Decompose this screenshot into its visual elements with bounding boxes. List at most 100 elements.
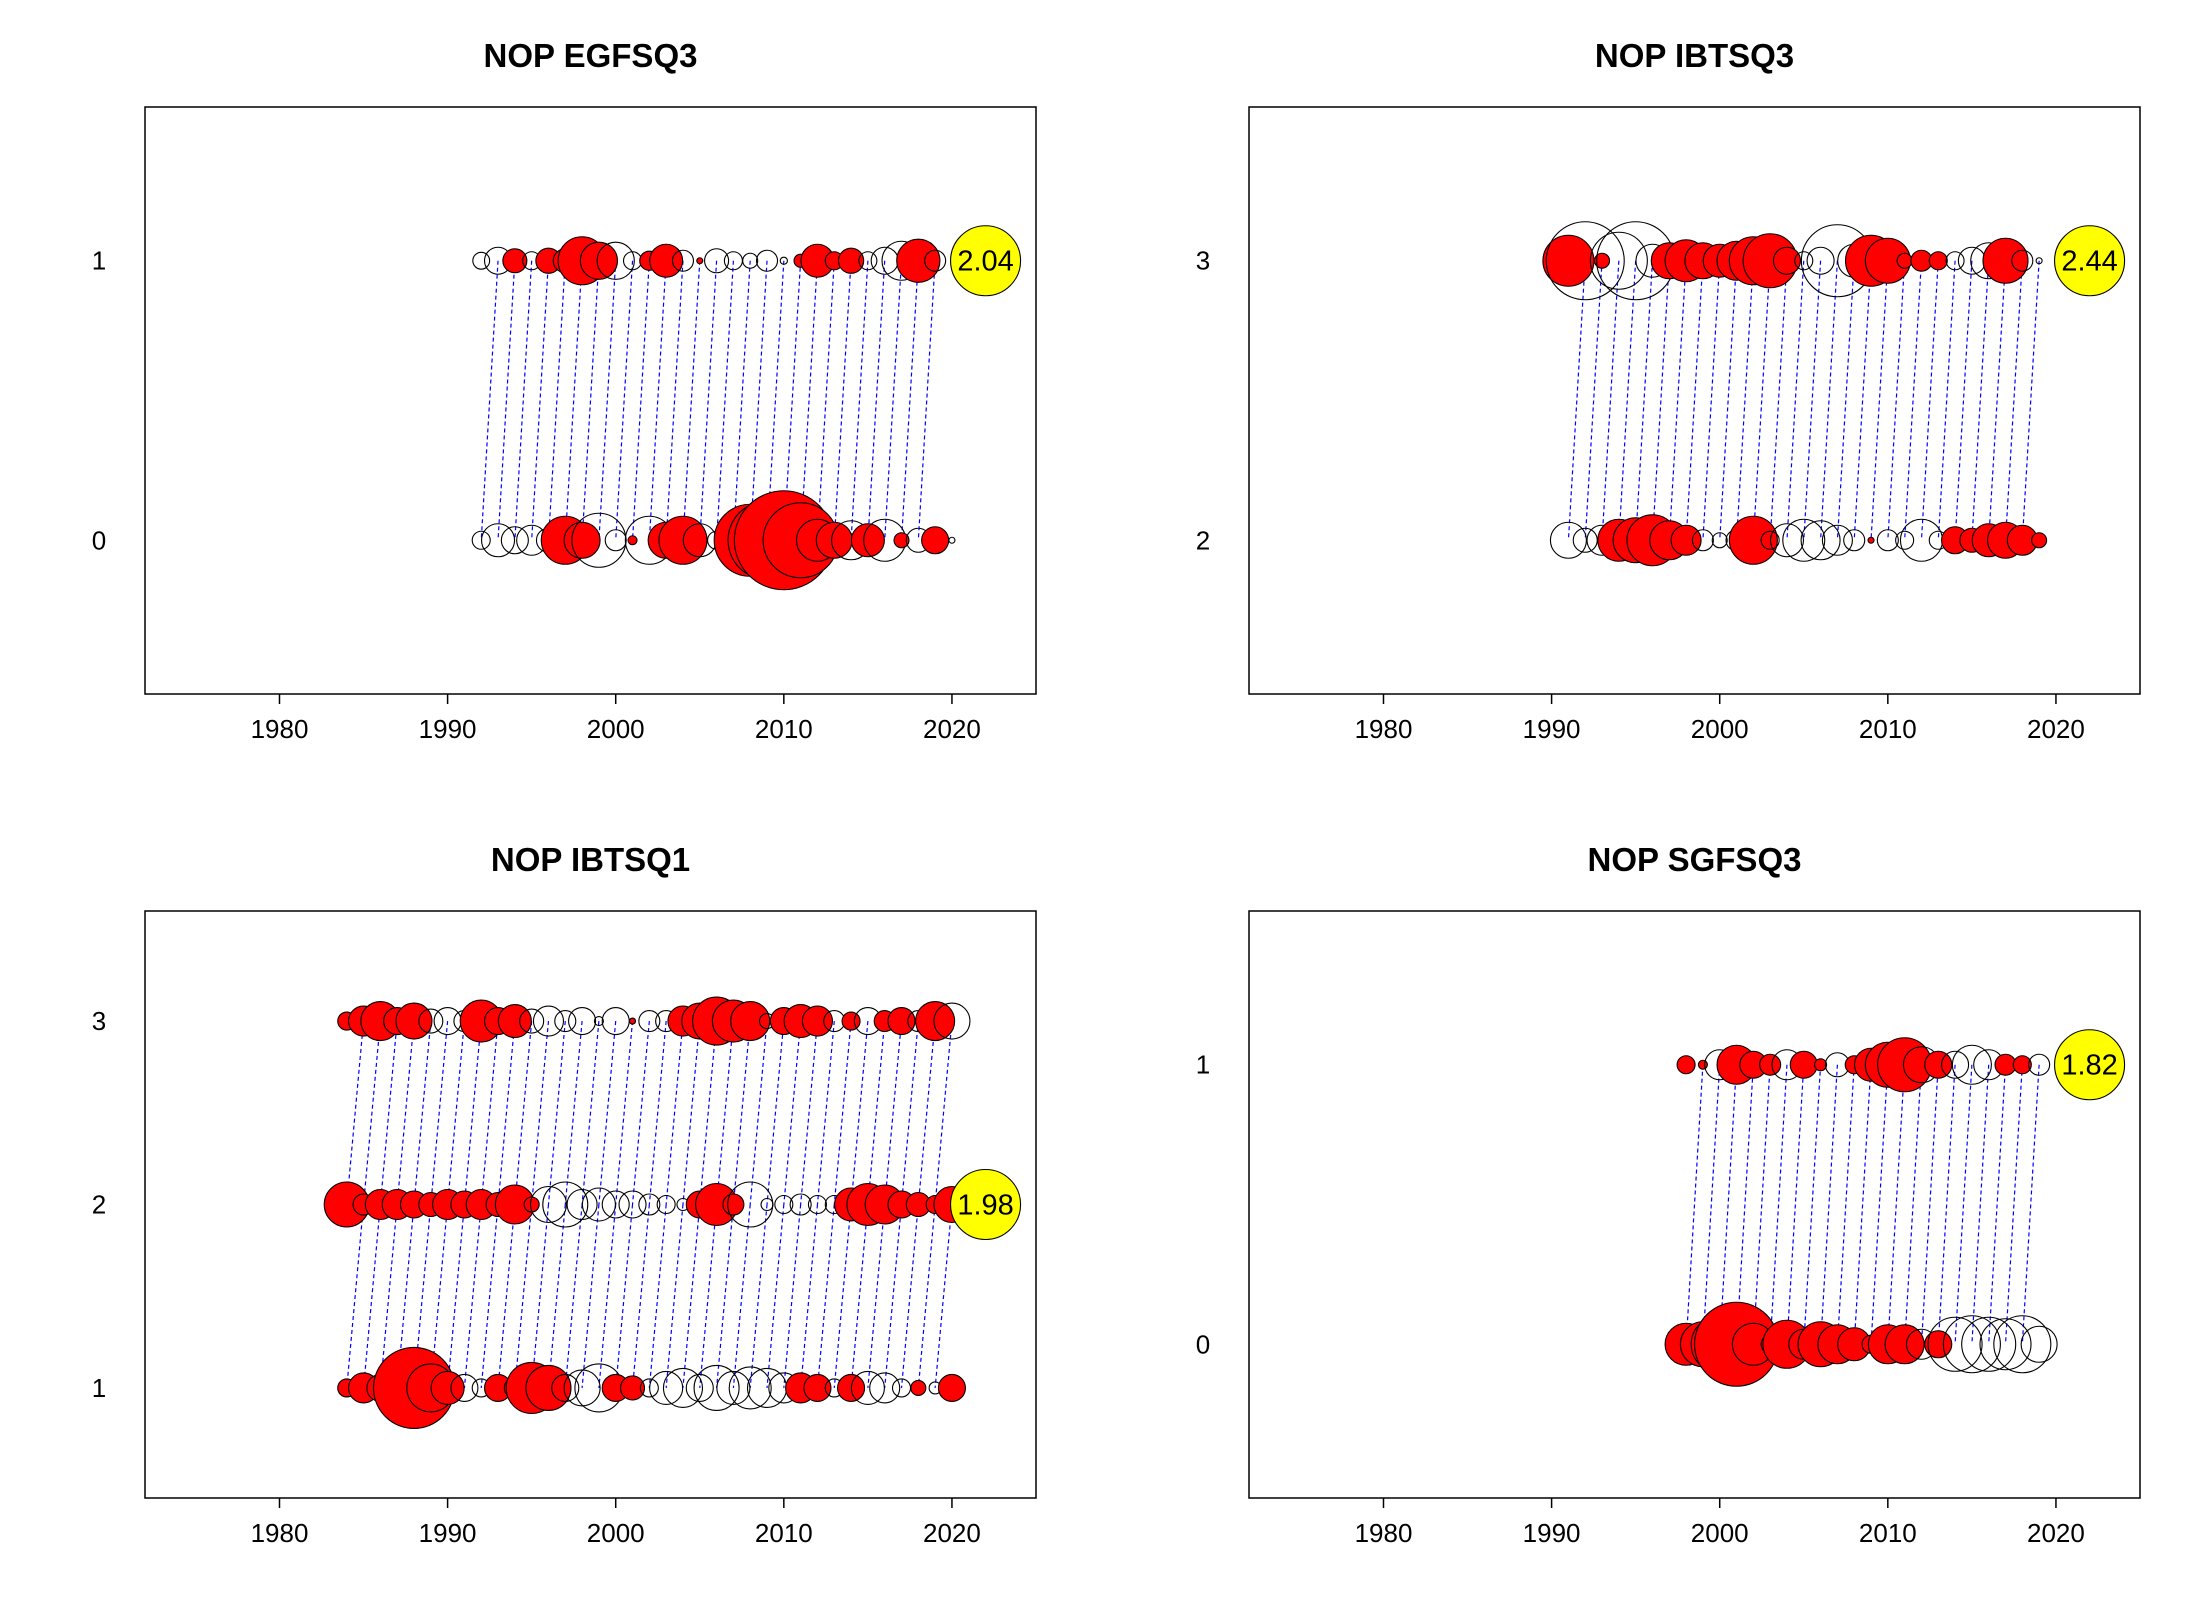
cohort-link [884,1021,903,1205]
cohort-link [699,260,718,541]
positive-residual-bubble [1924,1330,1953,1359]
positive-residual-bubble [1982,237,2029,284]
negative-residual-bubble [1760,530,1780,550]
positive-residual-bubble [1884,1324,1925,1365]
positive-residual-bubble [910,1379,927,1396]
cohort-link [480,1204,499,1388]
cohort-link [564,260,583,541]
negative-residual-bubble [593,1016,604,1027]
negative-residual-bubble [1895,530,1915,550]
positive-residual-bubble [525,1364,572,1411]
cohort-link [1635,260,1654,541]
negative-residual-bubble [1691,529,1714,552]
cohort-link [648,1204,667,1388]
x-tick-label: 2010 [755,1518,813,1548]
cohort-link [2021,1064,2040,1345]
cohort-link [665,1021,684,1205]
positive-residual-bubble [1789,1050,1818,1079]
x-tick-label: 2000 [1691,1518,1749,1548]
cohort-link [1887,1064,1906,1345]
cohort-link [396,1204,415,1388]
negative-residual-bubble [1843,529,1866,552]
negative-residual-bubble [755,249,779,272]
cohort-link [833,260,852,541]
cohort-link [581,1204,600,1388]
cohort-link [396,1021,415,1205]
negative-residual-bubble [858,251,878,271]
negative-residual-bubble [1876,529,1899,552]
positive-residual-bubble [1877,1037,1933,1093]
highlight-bubble [950,1168,1022,1241]
positive-residual-bubble [1924,1050,1953,1079]
cohort-link [379,1204,398,1388]
cohort-link [463,1021,482,1205]
cohort-link [581,1021,600,1205]
positive-residual-bubble [1928,251,1948,271]
x-tick-label: 2020 [923,1518,981,1548]
series-row-1 [472,236,947,286]
y-tick-label: 1 [1196,1050,1210,1080]
cohort-link [1937,260,1956,541]
cohort-link [1651,260,1670,541]
cohort-link [766,1204,785,1388]
cohort-link [1870,1064,1889,1345]
cohort-link [665,1204,684,1388]
cohort-link [1702,260,1721,541]
cohort-link [1920,1064,1939,1345]
positive-residual-bubble [1867,536,1875,544]
cohort-link [917,260,936,541]
cohort-link [1618,260,1637,541]
positive-residual-bubble [696,257,704,265]
negative-residual-bubble [1589,231,1648,290]
cohort-link [715,1021,734,1205]
series-row-3 [337,996,971,1046]
cohort-link [2004,1064,2023,1345]
cohort-link [800,1204,819,1388]
positive-residual-bubble [1593,252,1611,269]
negative-residual-bubble [704,248,730,274]
cohort-link [1920,260,1939,541]
cohort-link [615,1021,634,1205]
negative-residual-bubble [1821,524,1853,556]
positive-residual-bubble [815,521,853,559]
cohort-link [648,1021,667,1205]
x-tick-label: 1990 [1523,714,1581,744]
positive-residual-bubble [921,526,950,555]
cohort-links [480,260,936,541]
negative-residual-bubble [2011,249,2034,272]
cohort-link [1567,260,1586,541]
negative-residual-bubble [779,256,788,265]
panel-1: NOP EGFSQ3 1980 1990 2000 2010 2020 0 1 2.04 [92,37,1037,744]
negative-residual-bubble [500,526,529,555]
negative-residual-bubble [760,1197,774,1212]
cohort-link [749,1021,768,1205]
cohort-link [1752,260,1771,541]
cohort-link [682,1021,701,1205]
positive-residual-bubble [627,535,638,546]
cohort-link [1769,1064,1788,1345]
negative-residual-bubble [532,1005,565,1037]
positive-residual-bubble [628,1017,637,1025]
negative-residual-bubble [948,536,956,544]
cohort-link [800,1021,819,1205]
positive-residual-bubble [896,238,941,283]
panel-title: NOP SGFSQ3 [1588,841,1802,878]
x-tick-label: 2000 [1691,714,1749,744]
cohort-link [430,1204,449,1388]
cohort-link [514,1021,533,1205]
negative-residual-bubble [869,1372,901,1404]
positive-residual-bubble [915,1001,956,1042]
negative-residual-bubble [924,249,947,272]
x-tick-label: 1990 [419,714,477,744]
x-tick-label: 2010 [1859,1518,1917,1548]
cohort-link [850,260,869,541]
cohort-link [1954,260,1973,541]
cohort-link [531,1204,550,1388]
cohort-link [699,1204,718,1388]
negative-residual-bubble [789,1193,812,1216]
cohort-link [749,1204,768,1388]
x-tick-label: 1980 [251,714,309,744]
cohort-links [1567,260,2040,541]
cohort-link [531,260,550,541]
y-tick-label: 3 [92,1006,106,1036]
